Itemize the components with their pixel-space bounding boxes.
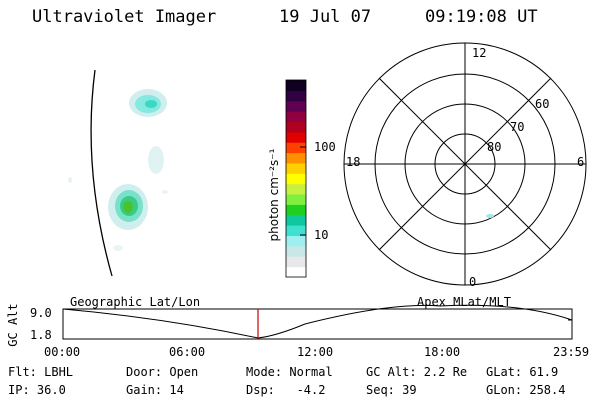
timeline-frame bbox=[62, 308, 573, 340]
colorbar-label-10: 10 bbox=[314, 228, 329, 242]
gc-alt-field: GC Alt: 2.2 Re bbox=[366, 365, 468, 379]
colorbar-segment bbox=[286, 111, 306, 122]
mlat-label-70: 70 bbox=[510, 120, 525, 134]
mlat-label-80: 80 bbox=[487, 140, 502, 154]
x-tick-1200: 12:00 bbox=[297, 345, 334, 359]
ip-field: IP: 36.0 bbox=[8, 383, 66, 397]
color-scale-bar bbox=[286, 80, 306, 278]
colorbar-segment bbox=[286, 266, 306, 278]
mode-field: Mode: Normal bbox=[246, 365, 333, 379]
colorbar-segment bbox=[286, 152, 306, 164]
colorbar-unit-label: photon cm⁻²s⁻¹ bbox=[267, 148, 281, 242]
mlt-label-18: 18 bbox=[346, 155, 361, 169]
mlt-label-6: 6 bbox=[577, 155, 585, 169]
colorbar-segment bbox=[286, 194, 306, 205]
seq-field: Seq: 39 bbox=[366, 383, 417, 397]
colorbar-segment bbox=[286, 121, 306, 133]
dsp-field: Dsp: -4.2 bbox=[246, 383, 326, 397]
colorbar-segment bbox=[286, 225, 306, 237]
aurora-image bbox=[68, 89, 168, 251]
apex-label: Apex MLat/MLT bbox=[417, 295, 511, 309]
x-tick-0600: 06:00 bbox=[169, 345, 206, 359]
colorbar-segment bbox=[286, 162, 306, 174]
colorbar-segment bbox=[286, 214, 306, 226]
limb-arc bbox=[90, 69, 113, 277]
colorbar-segment bbox=[286, 245, 306, 257]
instrument-title: Ultraviolet Imager bbox=[32, 7, 217, 27]
colorbar-segment bbox=[286, 90, 306, 102]
x-tick-2359: 23:59 bbox=[553, 345, 590, 359]
colorbar-segment bbox=[286, 142, 306, 154]
date-label: 19 Jul 07 bbox=[279, 7, 372, 27]
filter-field: Flt: LBHL bbox=[8, 365, 74, 379]
polar-grid bbox=[343, 42, 587, 286]
mlt-label-0: 0 bbox=[469, 275, 477, 289]
glon-field: GLon: 258.4 bbox=[486, 383, 566, 397]
gain-field: Gain: 14 bbox=[126, 383, 184, 397]
colorbar-segment bbox=[286, 100, 306, 112]
colorbar-segment bbox=[286, 131, 306, 143]
door-field: Door: Open bbox=[126, 365, 199, 379]
glat-field: GLat: 61.9 bbox=[486, 365, 559, 379]
color-scale-frame bbox=[285, 79, 307, 278]
mlat-label-60: 60 bbox=[535, 97, 550, 111]
colorbar-segment bbox=[286, 173, 306, 185]
y-tick-1-8: 1.8 bbox=[30, 328, 52, 342]
colorbar-label-100: 100 bbox=[314, 140, 336, 154]
colorbar-segment bbox=[286, 183, 306, 195]
colorbar-segment bbox=[286, 256, 306, 268]
mlt-label-12: 12 bbox=[472, 46, 487, 60]
time-label: 09:19:08 UT bbox=[425, 7, 538, 27]
altitude-curve bbox=[62, 304, 573, 339]
y-tick-9: 9.0 bbox=[30, 306, 52, 320]
colorbar-segment bbox=[286, 235, 306, 247]
colorbar-segment bbox=[286, 204, 306, 216]
polar-aurora-speck bbox=[486, 214, 494, 218]
colorbar-segment bbox=[286, 80, 306, 91]
timeline-axis-title: GC Alt bbox=[6, 303, 20, 347]
geographic-label: Geographic Lat/Lon bbox=[70, 295, 201, 309]
x-tick-1800: 18:00 bbox=[424, 345, 461, 359]
x-tick-0000: 00:00 bbox=[44, 345, 81, 359]
